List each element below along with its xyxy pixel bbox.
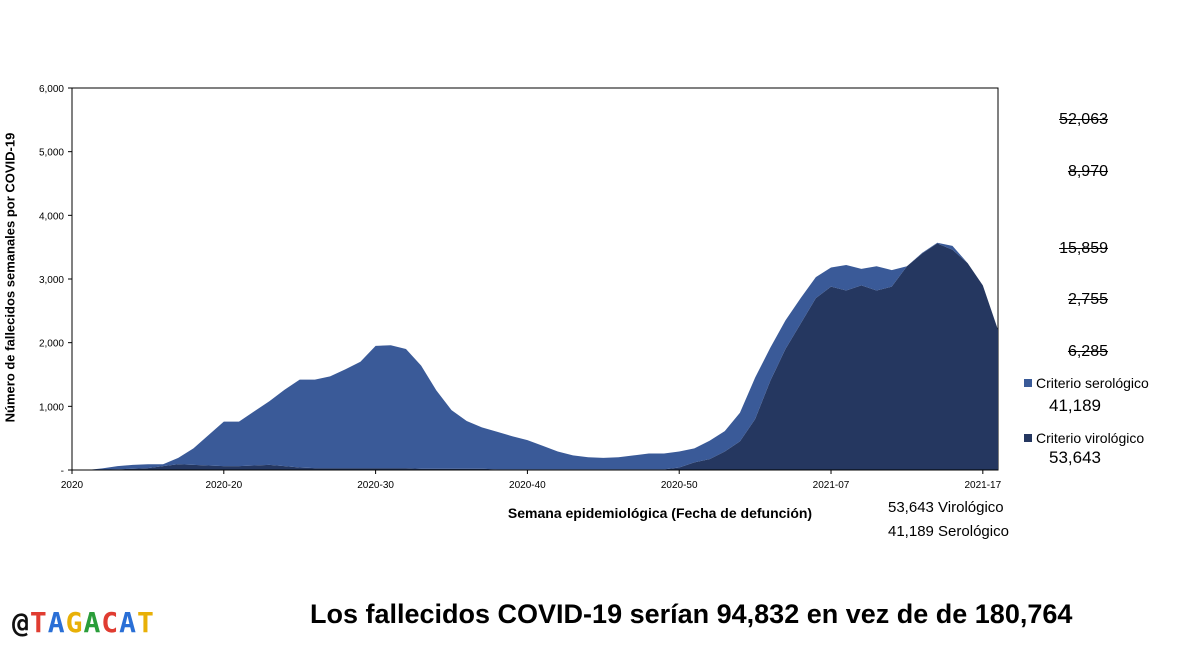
- handle-letter: G: [65, 606, 84, 639]
- legend-entry-virologico: Criterio virológico: [1024, 430, 1144, 446]
- area-series-1: [72, 242, 998, 470]
- x-tick-label: 2020: [61, 480, 84, 491]
- x-ticks: 2020 2020-20 2020-30 2020-40 2020-50 2021-07 2…: [61, 470, 1002, 491]
- summary-virologico: 53,643 Virológico: [888, 499, 1004, 516]
- legend-entry-serologico: Criterio serológico: [1024, 375, 1149, 391]
- summary-serologico: 41,189 Serológico: [888, 523, 1009, 540]
- annotation-value: 52,063: [1059, 111, 1108, 128]
- y-ticks: - 1,000 2,000 3,000 4,000 5,000 6,000: [39, 84, 72, 477]
- handle-letter: @: [12, 606, 30, 639]
- y-tick-label: 1,000: [39, 402, 64, 413]
- annotation-value: 2,755: [1067, 291, 1108, 308]
- handle-letter: A: [83, 606, 102, 639]
- legend-label-virologico: Criterio virológico: [1036, 430, 1145, 446]
- handle-letter: A: [47, 606, 66, 639]
- handle-letter: T: [137, 606, 155, 639]
- handle-letter: T: [29, 606, 48, 639]
- handle-letter: C: [101, 606, 120, 639]
- headline: Los fallecidos COVID-19 serían 94,832 en…: [310, 599, 1073, 629]
- x-tick-label: 2021-17: [964, 480, 1001, 491]
- y-tick-label: 5,000: [39, 148, 64, 159]
- area-series-0: [72, 243, 998, 470]
- legend-total-virologico: 53,643: [1049, 448, 1101, 467]
- twitter-handle: @TAGACAT: [12, 606, 155, 639]
- annotation-value: 8,970: [1067, 163, 1108, 180]
- legend-total-serologico: 41,189: [1049, 396, 1101, 415]
- handle-letter: A: [119, 606, 138, 639]
- x-axis-title: Semana epidemiológica (Fecha de defunció…: [507, 505, 813, 521]
- chart-areas: [72, 242, 998, 470]
- y-tick-label: 6,000: [39, 84, 64, 95]
- y-axis-title: Número de fallecidos semanales por COVID…: [2, 132, 18, 423]
- y-tick-label: 3,000: [39, 275, 64, 286]
- x-tick-label: 2020-30: [357, 480, 394, 491]
- annotation-value: 6,285: [1067, 343, 1108, 360]
- y-tick-label: 2,000: [39, 339, 64, 350]
- legend-label-serologico: Criterio serológico: [1036, 375, 1149, 391]
- x-tick-label: 2020-20: [205, 480, 242, 491]
- y-tick-label: -: [61, 466, 64, 477]
- x-tick-label: 2020-50: [661, 480, 698, 491]
- legend-swatch-serologico: [1024, 379, 1032, 387]
- y-tick-label: 4,000: [39, 211, 64, 222]
- x-tick-label: 2021-07: [813, 480, 850, 491]
- x-tick-label: 2020-40: [509, 480, 546, 491]
- legend-swatch-virologico: [1024, 434, 1032, 442]
- annotation-value: 15,859: [1059, 240, 1108, 257]
